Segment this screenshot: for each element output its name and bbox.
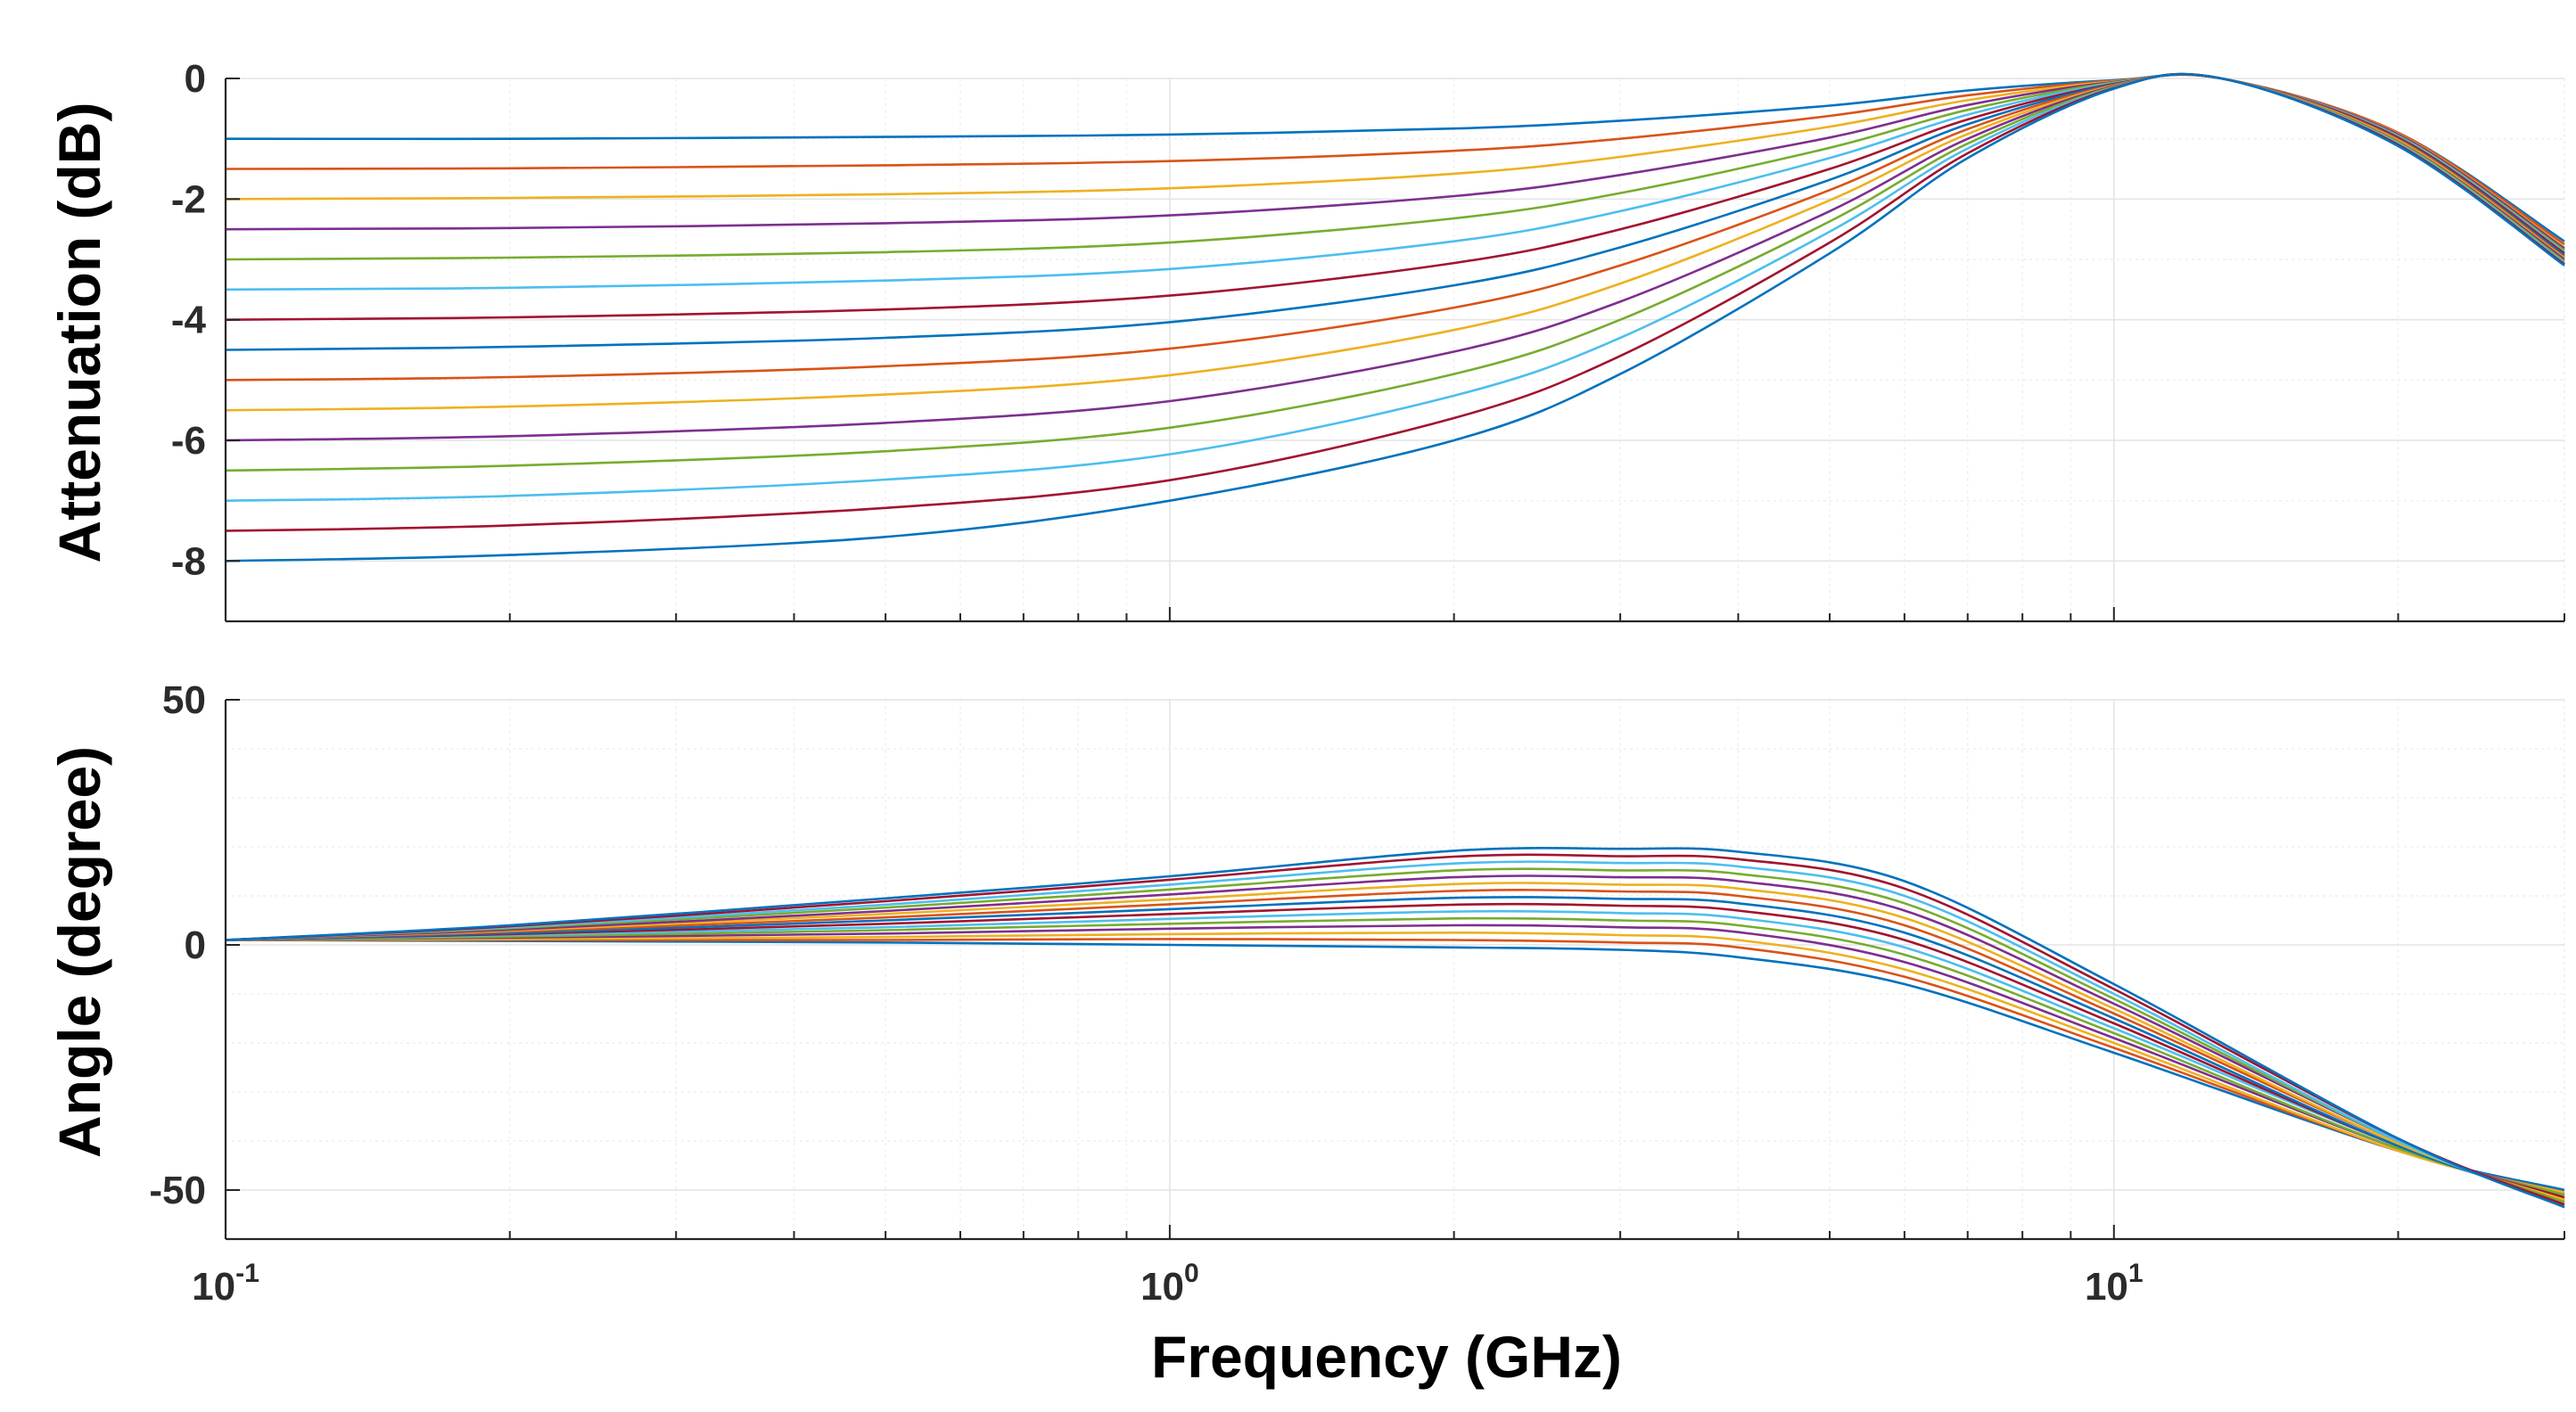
angle-axis-title: Angle (degree) [46, 746, 112, 1158]
series-line-1 [225, 939, 2565, 1192]
y-tick-label: 0 [185, 924, 206, 967]
attenuation-axis-title: Attenuation (dB) [46, 103, 112, 563]
series-line-3 [225, 73, 2565, 249]
attenuation-y-tick-labels: 0 -2 -4 -6 -8 [171, 57, 207, 583]
angle-panel: 50 0 -50 10-1 100 101 Angle (degree) Frequen… [46, 678, 2565, 1390]
series-line-10 [225, 882, 2565, 1202]
series-line-5 [225, 916, 2565, 1196]
series-line-14 [225, 853, 2565, 1206]
series-line-7 [225, 902, 2565, 1199]
series-line-15 [225, 72, 2565, 562]
series-line-3 [225, 931, 2565, 1194]
attenuation-panel: 0 -2 -4 -6 -8 Attenuation (dB) [46, 57, 2565, 623]
series-line-8 [225, 896, 2565, 1202]
series-line-2 [225, 73, 2565, 246]
x-tick-label: 101 [2085, 1259, 2144, 1309]
y-tick-label: -8 [171, 539, 206, 583]
y-tick-label: -2 [171, 177, 206, 221]
series-line-12 [225, 867, 2565, 1204]
x-tick-label: 10-1 [192, 1259, 259, 1309]
frequency-axis-title: Frequency (GHz) [1151, 1324, 1622, 1390]
angle-grid [225, 699, 2565, 1240]
angle-y-tick-labels: 50 0 -50 [149, 678, 206, 1212]
series-line-6 [225, 909, 2565, 1199]
series-line-2 [226, 938, 2565, 1194]
x-tick-label: 100 [1140, 1259, 1199, 1309]
frequency-x-tick-labels: 10-1 100 101 [192, 1259, 2143, 1309]
series-line-4 [225, 73, 2565, 250]
attenuation-series-group [225, 72, 2565, 562]
y-tick-label: 0 [185, 57, 206, 101]
series-line-9 [225, 889, 2565, 1202]
y-tick-label: -50 [149, 1169, 206, 1212]
y-tick-label: -4 [171, 299, 207, 342]
series-line-11 [225, 874, 2565, 1204]
angle-series-group [225, 847, 2565, 1209]
y-tick-label: -6 [171, 419, 206, 463]
y-tick-label: 50 [162, 678, 206, 722]
series-line-1 [225, 73, 2565, 242]
angle-axes [224, 699, 2565, 1241]
series-line-8 [225, 73, 2565, 351]
series-line-10 [225, 72, 2565, 412]
series-line-13 [225, 860, 2565, 1206]
attenuation-grid [225, 78, 2565, 622]
series-line-15 [225, 847, 2565, 1209]
attenuation-axes [224, 78, 2565, 623]
series-line-14 [225, 72, 2565, 532]
series-line-4 [225, 924, 2565, 1196]
